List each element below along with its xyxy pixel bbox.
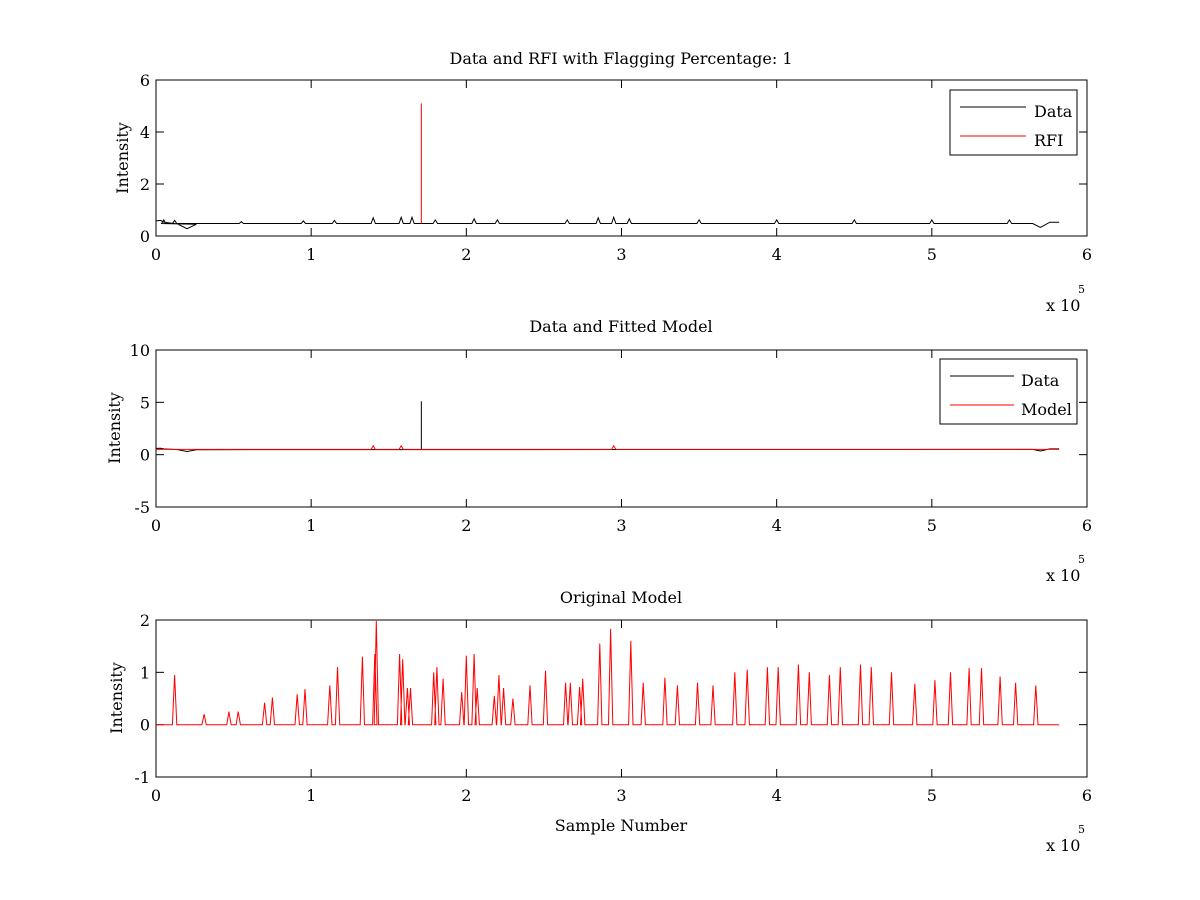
- subplot-1-xtick-label-4: 4: [772, 245, 782, 264]
- subplot-3: Original Model Intensity Sample Number 0…: [107, 588, 1092, 855]
- subplot-1-ylabel: Intensity: [113, 122, 132, 194]
- subplot-1-xtick-label-1: 1: [306, 245, 316, 264]
- subplot-2-title: Data and Fitted Model: [529, 317, 712, 336]
- subplot-2-xtick-label-1: 1: [306, 516, 316, 535]
- subplot-2-xtick-label-3: 3: [616, 516, 626, 535]
- subplot-2-xtick-label-6: 6: [1082, 516, 1092, 535]
- subplot-1-series-data-line: [155, 215, 1060, 230]
- subplot-1-xtick-label-2: 2: [461, 245, 471, 264]
- subplot-2-x-exponent-base: x 10: [1046, 566, 1080, 585]
- subplot-3-x-exponent-base: x 10: [1046, 836, 1080, 855]
- subplot-1-x-exponent-base: x 10: [1046, 296, 1080, 315]
- subplot-1-ytick-label-0: 0: [140, 227, 150, 246]
- subplot-1-xtick-label-3: 3: [616, 245, 626, 264]
- subplot-2-x-exponent-power: 5: [1078, 553, 1085, 566]
- subplot-2-legend-label-model: Model: [1021, 400, 1072, 419]
- subplot-2-ytick-label-2: 5: [140, 393, 150, 412]
- subplot-3-xtick-label-0: 0: [151, 786, 161, 805]
- subplot-3-xtick-label-3: 3: [616, 786, 626, 805]
- subplot-1-xtick-label-6: 6: [1082, 245, 1092, 264]
- subplot-3-title: Original Model: [560, 588, 682, 607]
- subplot-2-xtick-label-0: 0: [151, 516, 161, 535]
- subplot-3-ytick-label-3: 2: [140, 611, 150, 630]
- subplot-1-x-exponent: x 10 5: [1046, 283, 1085, 315]
- subplot-1-plot-area: 0 1 2 3 4 5 6 0 2 4 6: [140, 71, 1092, 264]
- subplot-3-x-exponent: x 10 5: [1046, 823, 1085, 855]
- subplot-3-xlabel: Sample Number: [555, 816, 688, 835]
- subplot-3-xtick-label-2: 2: [461, 786, 471, 805]
- subplot-2-ytick-label-1: 0: [140, 446, 150, 465]
- subplot-1-xtick-label-0: 0: [151, 245, 161, 264]
- subplot-1-legend: Data RFI: [949, 89, 1078, 156]
- subplot-3-xtick-label-6: 6: [1082, 786, 1092, 805]
- subplot-3-xtick-label-4: 4: [772, 786, 782, 805]
- subplot-2-xtick-label-2: 2: [461, 516, 471, 535]
- subplot-1-ytick-label-1: 2: [140, 175, 150, 194]
- subplot-3-ytick-label-1: 0: [140, 716, 150, 735]
- subplot-3-xtick-label-1: 1: [306, 786, 316, 805]
- subplot-1-title: Data and RFI with Flagging Percentage: 1: [449, 49, 792, 68]
- subplot-1-legend-label-rfi: RFI: [1034, 131, 1063, 150]
- subplot-2-legend-box: [939, 358, 1078, 425]
- subplot-2-ytick-label-0: -5: [134, 498, 150, 517]
- subplot-1-x-exponent-power: 5: [1078, 283, 1085, 296]
- subplot-2-legend-label-data: Data: [1021, 371, 1060, 390]
- subplot-2-legend: Data Model: [939, 358, 1078, 425]
- subplot-2-xtick-label-5: 5: [927, 516, 937, 535]
- subplot-3-ytick-label-2: 1: [140, 663, 150, 682]
- subplot-3-xtick-label-5: 5: [927, 786, 937, 805]
- subplot-1-xtick-label-5: 5: [927, 245, 937, 264]
- subplot-1: Data and RFI with Flagging Percentage: 1…: [113, 49, 1092, 315]
- subplot-3-ytick-label-0: -1: [134, 768, 150, 787]
- subplot-1-legend-box: [949, 89, 1078, 156]
- subplot-2-x-exponent: x 10 5: [1046, 553, 1085, 585]
- subplot-1-ytick-label-2: 4: [140, 123, 150, 142]
- subplot-3-x-exponent-power: 5: [1078, 823, 1085, 836]
- subplot-3-series-model-line: [156, 620, 1060, 726]
- subplot-2-ytick-label-3: 10: [130, 341, 150, 360]
- subplot-1-legend-label-data: Data: [1034, 102, 1073, 121]
- subplot-1-ytick-label-3: 6: [140, 71, 150, 90]
- subplot-2-series-model-line: [156, 444, 1060, 450]
- subplot-2-series-data-line: [155, 447, 1060, 453]
- subplot-2-ylabel: Intensity: [105, 392, 124, 464]
- subplot-3-ylabel: Intensity: [107, 662, 126, 734]
- subplot-2: Data and Fitted Model Intensity 0 1 2 3 4 5 6 -…: [105, 317, 1092, 585]
- subplot-2-xtick-label-4: 4: [772, 516, 782, 535]
